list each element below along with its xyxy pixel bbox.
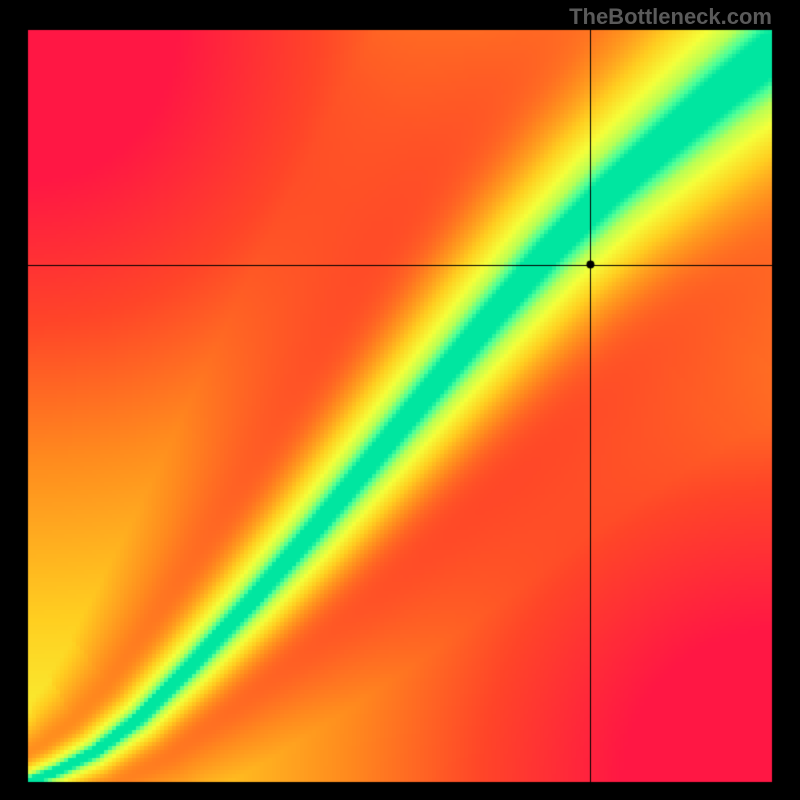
bottleneck-heatmap: [0, 0, 800, 800]
attribution-label: TheBottleneck.com: [569, 4, 772, 30]
chart-container: TheBottleneck.com: [0, 0, 800, 800]
